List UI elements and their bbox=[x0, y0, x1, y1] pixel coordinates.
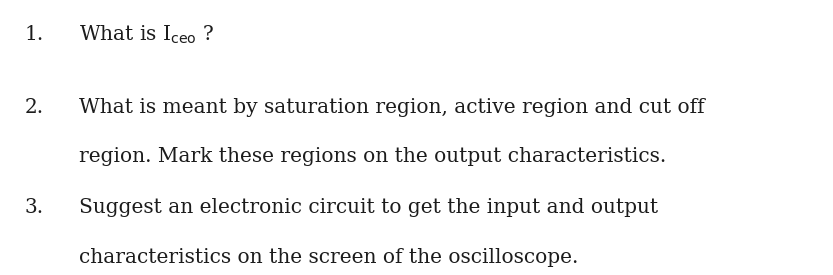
Text: Suggest an electronic circuit to get the input and output: Suggest an electronic circuit to get the… bbox=[79, 198, 658, 217]
Text: characteristics on the screen of the oscilloscope.: characteristics on the screen of the osc… bbox=[79, 248, 578, 267]
Text: region. Mark these regions on the output characteristics.: region. Mark these regions on the output… bbox=[79, 147, 666, 166]
Text: What is meant by saturation region, active region and cut off: What is meant by saturation region, acti… bbox=[79, 98, 705, 117]
Text: 2.: 2. bbox=[25, 98, 44, 117]
Text: 3.: 3. bbox=[25, 198, 44, 217]
Text: What is I$_{\mathrm{ceo}}$ ?: What is I$_{\mathrm{ceo}}$ ? bbox=[79, 23, 214, 46]
Text: 1.: 1. bbox=[25, 25, 44, 44]
